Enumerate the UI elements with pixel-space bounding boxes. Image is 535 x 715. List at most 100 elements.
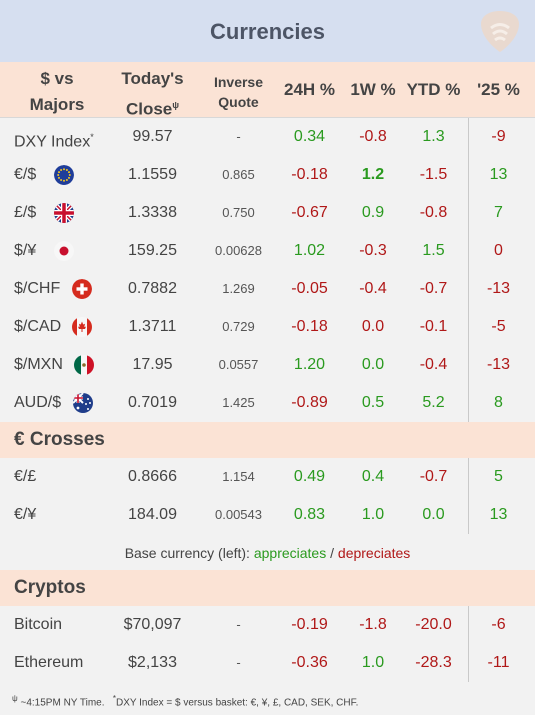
table-row-dxy: DXY Index* 99.57 - 0.34 -0.8 1.3 -9 [0,118,535,156]
close-value: 159.25 [128,242,177,259]
close-marker: ψ [172,100,180,110]
change-ytd: 5.2 [422,394,445,411]
change-ytd: -0.7 [419,280,448,297]
change-1w: -1.8 [359,616,387,633]
change-25: -5 [491,318,506,335]
close-value: 1.1559 [128,166,177,183]
close-value: 99.57 [132,128,173,145]
change-24h: -0.05 [291,280,328,297]
change-1w: 0.4 [361,468,385,485]
change-ytd: -28.3 [415,654,452,671]
inverse-value: 0.750 [222,205,255,220]
column-divider [468,606,469,682]
column-divider [468,118,469,422]
inverse-value: 0.729 [222,319,255,334]
inverse-value: 1.425 [222,395,255,410]
change-25: -11 [487,654,510,671]
inverse-value: 1.154 [222,469,255,484]
table-row-eurusd: €/$ 1.1559 0.865 -0.18 1.2 -1.5 13 [0,156,535,194]
dxy-marker: * [90,132,94,142]
swiss-flag-icon [72,279,92,299]
change-24h: -0.18 [291,318,328,335]
close-value: 0.7019 [128,394,177,411]
pair-name: AUD/$ [14,394,62,411]
pair-name: Bitcoin [14,616,63,633]
change-25: 7 [494,204,503,221]
pair-name: €/¥ [14,506,37,523]
change-1w: 1.0 [361,654,385,671]
table-row-usdchf: $/CHF 0.7882 1.269 -0.05 -0.4 -0.7 -13 [0,270,535,308]
change-ytd: -20.0 [415,616,452,633]
column-header: $ vs Majors Today's Closeψ Inverse Quote… [0,62,535,119]
header-pair-line1: $ vs [40,69,74,88]
canada-flag-icon [72,317,92,337]
header-close: Today's Closeψ [100,66,205,123]
change-24h: -0.18 [291,166,328,183]
guitar-pick-logo [481,11,519,52]
inverse-value: 0.0557 [218,357,259,372]
inverse-value: - [236,655,241,670]
footnote-close-marker: ψ [12,694,18,703]
pair-name: €/$ [14,166,37,183]
table-row-ethereum: Ethereum $2,133 - -0.36 1.0 -28.3 -11 [0,644,535,682]
eu-flag-icon [54,165,74,185]
change-25: 8 [494,394,503,411]
footnote-dxy-note: DXY Index = $ versus basket: €, ¥, £, CA… [115,697,359,709]
close-value: $2,133 [128,654,177,671]
table-row-usdjpy: $/¥ 159.25 0.00628 1.02 -0.3 1.5 0 [0,232,535,270]
close-value: 184.09 [128,506,177,523]
close-value: 0.8666 [128,468,177,485]
change-25: 13 [489,166,508,183]
footnote-close-note: ~4:15PM NY Time. [20,697,105,709]
table-row-bitcoin: Bitcoin $70,097 - -0.19 -1.8 -20.0 -6 [0,606,535,644]
change-ytd: 1.3 [422,128,445,145]
change-ytd: -0.8 [419,204,448,221]
inverse-value: 1.269 [222,281,255,296]
table-row-usdcad: $/CAD 1.3711 0.729 -0.18 0.0 -0.1 -5 [0,308,535,346]
change-24h: -0.89 [291,394,328,411]
inverse-value: - [236,617,241,632]
change-25: 0 [494,242,503,259]
change-1w: -0.3 [359,242,387,259]
header-pair: $ vs Majors [14,66,100,118]
pair-name: $/CAD [14,318,62,335]
change-25: -9 [491,128,506,145]
pair-name: DXY Index* [14,132,94,151]
section-euro-crosses: € Crosses [0,422,535,458]
uk-flag-icon [54,203,74,223]
table-row-audusd: AUD/$ 0.7019 1.425 -0.89 0.5 5.2 8 [0,384,535,422]
header-1w: 1W % [350,80,396,99]
australia-flag-icon [73,393,93,413]
change-25: -13 [486,280,511,297]
change-25: -13 [486,356,511,373]
change-24h: -0.19 [291,616,328,633]
footnote-dxy-marker: * [112,694,116,703]
pair-name: $/MXN [14,356,63,373]
change-25: 13 [489,506,508,523]
mexico-flag-icon [74,355,94,375]
header-close-line2: Closeψ [125,99,180,119]
close-value: 1.3711 [128,318,177,335]
title-bar: Currencies [0,0,535,62]
inverse-value: 0.865 [222,167,255,182]
header-pair-line2: Majors [29,95,85,114]
table-row-eurjpy: €/¥ 184.09 0.00543 0.83 1.0 0.0 13 [0,496,535,534]
change-ytd: -1.5 [419,166,448,183]
close-value: $70,097 [123,616,182,633]
pair-name: €/£ [14,468,37,485]
change-1w: 0.5 [361,394,385,411]
close-value: 1.3338 [128,204,177,221]
change-24h: 0.34 [293,128,326,145]
change-ytd: -0.7 [419,468,448,485]
pair-name: $/CHF [14,280,61,297]
change-1w: -0.4 [359,280,387,297]
japan-flag-icon [54,241,74,261]
column-divider [468,458,469,534]
header-inverse-line2: Quote [218,94,259,110]
legend-appreciates: appreciates [253,545,327,561]
change-1w: 1.0 [361,506,385,523]
header-inverse: Inverse Quote [205,72,272,112]
close-value: 0.7882 [128,280,177,297]
table-row-gbpusd: £/$ 1.3338 0.750 -0.67 0.9 -0.8 7 [0,194,535,232]
change-24h: -0.36 [291,654,328,671]
